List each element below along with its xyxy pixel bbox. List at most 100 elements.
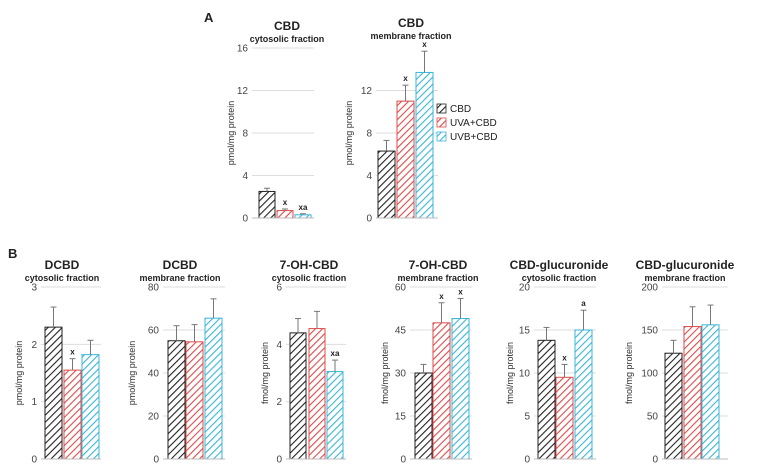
bar-cbd (537, 339, 556, 460)
y-tick-label: 0 (366, 214, 372, 225)
y-axis-label: pmol/mg protein (344, 101, 354, 166)
bar-cbd (44, 326, 63, 460)
y-tick-label: 45 (395, 326, 407, 337)
chart-title: 7-OH-CBD (280, 258, 339, 272)
y-axis-label: pmol/mg protein (127, 341, 137, 406)
y-tick-label: 8 (366, 129, 372, 140)
legend-label-uva-cbd: UVA+CBD (450, 118, 497, 129)
y-tick-label: 200 (641, 283, 658, 294)
y-tick-label: 0 (276, 455, 282, 466)
chart-title: CBD-glucuronide (510, 258, 609, 272)
y-tick-label: 5 (524, 412, 530, 423)
y-tick-label: 0 (153, 455, 159, 466)
bar-uvb-cbd (204, 317, 223, 460)
y-axis-label: fmol/mg protein (260, 342, 270, 404)
y-tick-label: 0 (652, 455, 658, 466)
chart-subtitle: membrane fraction (397, 273, 478, 283)
bar-uvb-cbd (81, 354, 100, 460)
significance-label: x (562, 353, 567, 362)
y-tick-label: 2 (31, 340, 37, 351)
y-axis-label: pmol/mg protein (226, 101, 236, 166)
chart-title: CBD (274, 19, 300, 33)
y-tick-label: 2 (276, 397, 282, 408)
panel-label-b: B (8, 246, 17, 261)
y-tick-label: 15 (395, 412, 407, 423)
legend-swatch-cbd (436, 103, 447, 114)
significance-label: x (439, 292, 444, 301)
chart-title: DCBD (163, 258, 198, 272)
bar-uvb-cbd (451, 318, 470, 460)
y-tick-label: 8 (242, 129, 248, 140)
y-tick-label: 4 (242, 171, 248, 182)
y-tick-label: 3 (31, 283, 37, 294)
legend-label-cbd: CBD (450, 104, 471, 115)
significance-label: x (70, 348, 75, 357)
chart-subtitle: cytosolic fraction (250, 34, 325, 44)
y-tick-label: 4 (366, 171, 372, 182)
panel-label-a: A (204, 10, 214, 25)
bar-cbd (258, 190, 276, 219)
y-tick-label: 0 (524, 455, 530, 466)
y-tick-label: 60 (395, 283, 407, 294)
y-tick-label: 30 (395, 369, 407, 380)
y-axis-label: pmol/mg protein (14, 341, 24, 406)
bar-cbd (167, 340, 186, 460)
chart-subtitle: membrane fraction (139, 273, 220, 283)
bar-cbd (377, 150, 396, 219)
bar-uvb-cbd (415, 71, 434, 219)
significance-label: xa (331, 349, 340, 358)
chart-title: 7-OH-CBD (409, 258, 468, 272)
significance-label: x (458, 287, 463, 296)
y-tick-label: 12 (237, 86, 249, 97)
chart-subtitle: membrane fraction (644, 273, 725, 283)
y-axis-label: fmol/mg protein (380, 342, 390, 404)
bar-uva-cbd (683, 326, 702, 460)
legend-label-uvb-cbd: UVB+CBD (450, 132, 498, 143)
bar-uva-cbd (185, 341, 204, 460)
y-tick-label: 0 (31, 455, 37, 466)
y-tick-label: 0 (242, 214, 248, 225)
chart-subtitle: cytosolic fraction (272, 273, 347, 283)
bar-uvb-cbd (574, 329, 593, 460)
y-tick-label: 20 (148, 412, 160, 423)
legend-swatch-uva-cbd (436, 117, 447, 128)
y-tick-label: 60 (148, 326, 160, 337)
chart-subtitle: cytosolic fraction (522, 273, 597, 283)
y-tick-label: 100 (641, 369, 658, 380)
bar-uva-cbd (308, 328, 326, 460)
y-tick-label: 150 (641, 326, 658, 337)
significance-label: a (581, 299, 586, 308)
significance-label: x (422, 40, 427, 49)
significance-label: xa (299, 203, 308, 212)
y-tick-label: 4 (276, 340, 282, 351)
chart-subtitle: cytosolic fraction (25, 273, 100, 283)
y-tick-label: 20 (519, 283, 531, 294)
bar-uvb-cbd (701, 324, 720, 460)
y-tick-label: 16 (237, 44, 249, 55)
significance-label: x (403, 74, 408, 83)
y-tick-label: 15 (519, 326, 531, 337)
y-tick-label: 0 (400, 455, 406, 466)
y-tick-label: 80 (148, 283, 160, 294)
y-axis-label: fmol/mg protein (624, 342, 634, 404)
legend-swatch-uvb-cbd (436, 131, 447, 142)
bar-cbd (414, 372, 433, 460)
y-tick-label: 40 (148, 369, 160, 380)
bar-cbd (664, 352, 683, 460)
chart-subtitle: membrane fraction (370, 31, 451, 41)
y-tick-label: 50 (647, 412, 659, 423)
bar-uva-cbd (63, 369, 82, 460)
bar-uva-cbd (396, 100, 415, 219)
bar-uva-cbd (555, 376, 574, 460)
y-tick-label: 6 (276, 283, 282, 294)
y-axis-label: fmol/mg protein (505, 342, 515, 404)
